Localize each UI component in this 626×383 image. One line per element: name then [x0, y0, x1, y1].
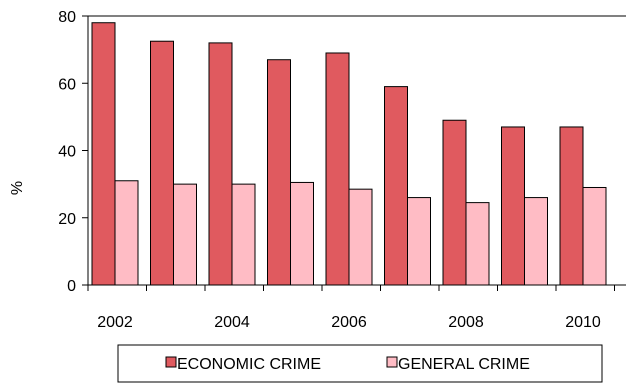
bar-economic-crime-2005: [267, 59, 291, 286]
bar-general-crime-2003: [173, 183, 197, 286]
x-tick-label: 2006: [331, 314, 367, 331]
legend-swatch: [165, 356, 177, 368]
bar-economic-crime-2007: [384, 86, 408, 286]
bar-economic-crime-2002: [91, 22, 116, 286]
bar-economic-crime-2009: [501, 126, 525, 286]
y-tick-label: 60: [58, 76, 76, 93]
legend-label: GENERAL CRIME: [398, 356, 530, 373]
x-tick-label: 2010: [565, 314, 601, 331]
bar-economic-crime-2010: [559, 126, 584, 286]
bar-economic-crime-2006: [325, 52, 350, 286]
y-tick-label: 0: [67, 278, 76, 295]
bar-economic-crime-2004: [208, 42, 233, 286]
bar-general-crime-2005: [290, 181, 314, 286]
legend-box: [117, 344, 603, 383]
bar-general-crime-2009: [524, 197, 548, 286]
bar-economic-crime-2008: [442, 119, 467, 286]
legend-label: ECONOMIC CRIME: [177, 356, 321, 373]
x-tick-label: 2008: [448, 314, 484, 331]
y-tick-label: 40: [58, 144, 76, 161]
bar-general-crime-2010: [582, 186, 607, 286]
y-tick-label: 80: [58, 9, 76, 26]
bar-general-crime-2006: [348, 188, 373, 286]
legend: ECONOMIC CRIME GENERAL CRIME: [117, 344, 603, 383]
bar-general-crime-2004: [231, 183, 256, 286]
bar-general-crime-2002: [114, 180, 139, 286]
x-tick-label: 2002: [97, 314, 133, 331]
bars: [88, 15, 626, 286]
x-axis: 2002 2004 2006 2008 2010: [87, 284, 626, 331]
y-axis-label: %: [9, 181, 26, 195]
bar-general-crime-2008: [465, 202, 490, 286]
y-axis: 0 20 40 60 80: [58, 9, 89, 295]
y-tick-label: 20: [58, 211, 76, 228]
x-tick-label: 2004: [214, 314, 250, 331]
legend-swatch: [386, 356, 398, 368]
bar-economic-crime-2003: [150, 40, 174, 286]
bar-general-crime-2007: [407, 197, 431, 286]
